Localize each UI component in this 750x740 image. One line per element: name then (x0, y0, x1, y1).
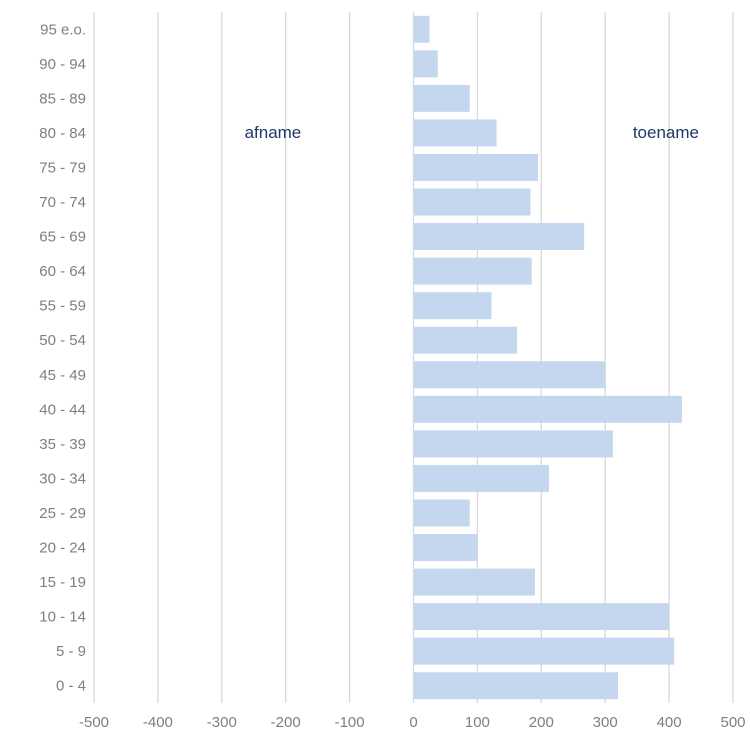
x-axis-labels: -500 -400 -300 -200 -100 0 100 200 300 400 500 (79, 714, 746, 731)
y-category-label: 60 - 64 (39, 263, 86, 280)
x-tick-label: 300 (593, 714, 618, 731)
x-tick-label: 0 (409, 714, 417, 731)
y-category-label: 50 - 54 (39, 332, 86, 349)
bar (413, 257, 532, 285)
bar (413, 568, 535, 596)
bar (413, 361, 606, 389)
x-tick-label: 400 (657, 714, 682, 731)
x-tick-label: 200 (529, 714, 554, 731)
y-category-label: 40 - 44 (39, 401, 86, 418)
annotation-afname: afname (245, 123, 302, 142)
bar (413, 534, 478, 561)
bar (413, 292, 492, 320)
bar (413, 672, 618, 700)
bar (413, 119, 497, 147)
x-tick-label: 100 (465, 714, 490, 731)
bar (413, 395, 682, 423)
x-tick-label: 500 (720, 714, 745, 731)
y-category-label: 70 - 74 (39, 194, 86, 211)
y-category-label: 10 - 14 (39, 609, 86, 626)
annotation-toename: toename (633, 123, 699, 142)
y-category-label: 55 - 59 (39, 298, 86, 315)
bar (413, 326, 518, 354)
y-category-label: 0 - 4 (56, 678, 86, 695)
bar (413, 499, 470, 527)
y-category-label: 95 e.o. (40, 21, 86, 38)
y-category-label: 65 - 69 (39, 229, 86, 246)
bar (413, 188, 531, 216)
y-category-label: 25 - 29 (39, 505, 86, 522)
x-tick-label: -100 (335, 714, 365, 731)
y-category-label: 35 - 39 (39, 436, 86, 453)
bar (413, 637, 675, 665)
bar (413, 430, 613, 458)
bar (413, 50, 438, 78)
y-category-label: 85 - 89 (39, 90, 86, 107)
bar (413, 84, 470, 112)
bar (413, 15, 430, 43)
x-tick-label: -200 (271, 714, 301, 731)
bar (413, 154, 539, 181)
y-category-label: 30 - 34 (39, 470, 86, 487)
y-category-label: 20 - 24 (39, 540, 86, 557)
bars (413, 15, 682, 700)
grid-lines (93, 12, 734, 703)
y-category-label: 90 - 94 (39, 56, 86, 73)
y-category-label: 80 - 84 (39, 125, 86, 142)
bar (413, 223, 585, 251)
bar (413, 603, 670, 631)
bar (413, 464, 549, 492)
x-tick-label: -500 (79, 714, 109, 731)
y-category-label: 75 - 79 (39, 159, 86, 176)
y-axis-labels: 95 e.o. 90 - 94 85 - 89 80 - 84 75 - 79 70 - … (39, 21, 86, 694)
y-category-label: 5 - 9 (56, 643, 86, 660)
y-category-label: 15 - 19 (39, 574, 86, 591)
y-category-label: 45 - 49 (39, 367, 86, 384)
x-tick-label: -300 (207, 714, 237, 731)
x-tick-label: -400 (143, 714, 173, 731)
